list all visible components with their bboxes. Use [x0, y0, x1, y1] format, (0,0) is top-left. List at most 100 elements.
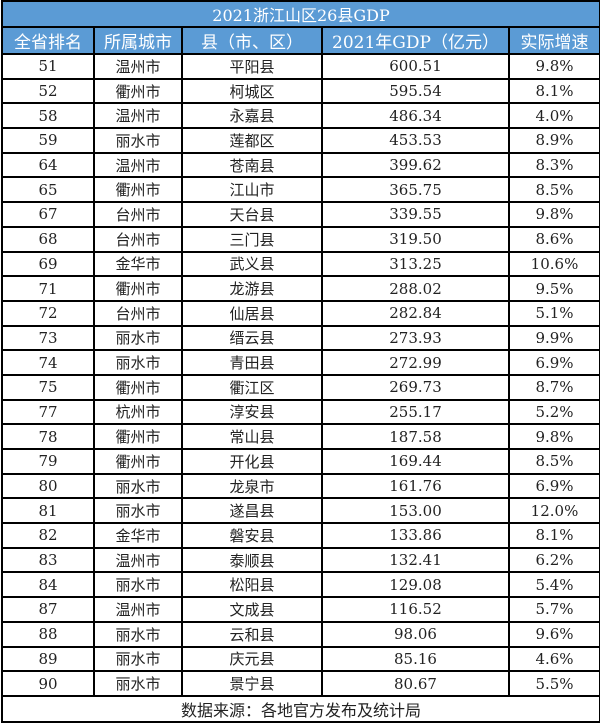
county-cell: 龙泉市: [181, 472, 323, 500]
city-cell: 衢州市: [93, 176, 183, 204]
county-cell: 江山市: [181, 176, 323, 204]
county-cell: 松阳县: [181, 571, 323, 599]
gdp-cell: 187.58: [321, 423, 510, 450]
rank-cell: 79: [1, 448, 95, 475]
table-row: 65 衢州市 江山市 365.75 8.5%: [1, 176, 600, 204]
county-cell: 开化县: [181, 448, 323, 475]
table-row: 51 温州市 平阳县 600.51 9.8%: [1, 53, 600, 80]
growth-cell: 8.1%: [507, 77, 600, 105]
county-cell: 淳安县: [181, 398, 323, 426]
rank-cell: 65: [1, 176, 95, 204]
table-row: 81 丽水市 遂昌县 153.00 12.0%: [1, 497, 600, 525]
city-cell: 丽水市: [93, 620, 183, 648]
city-cell: 衢州市: [93, 448, 183, 475]
table-row: 80 丽水市 龙泉市 161.76 6.9%: [1, 472, 600, 500]
city-cell: 台州市: [93, 225, 183, 253]
rank-cell: 52: [1, 77, 95, 105]
growth-cell: 9.8%: [507, 423, 600, 450]
growth-cell: 9.8%: [507, 53, 600, 80]
rank-cell: 67: [1, 201, 95, 228]
rank-cell: 59: [1, 127, 95, 154]
rank-cell: 51: [1, 53, 95, 80]
footer-row: 数据来源：各地官方发布及统计局: [0, 694, 600, 723]
gdp-cell: 365.75: [321, 176, 510, 204]
table-row: 87 温州市 文成县 116.52 5.7%: [1, 596, 600, 623]
city-cell: 金华市: [93, 522, 183, 549]
city-cell: 丽水市: [93, 349, 183, 376]
table-row: 77 杭州市 淳安县 255.17 5.2%: [1, 398, 600, 426]
city-cell: 杭州市: [93, 398, 183, 426]
county-cell: 衢江区: [181, 373, 323, 401]
table-row: 74 丽水市 青田县 272.99 6.9%: [1, 349, 600, 376]
gdp-cell: 339.55: [321, 201, 510, 228]
growth-cell: 6.9%: [507, 349, 600, 376]
header-county: 县（市、区）: [181, 26, 323, 55]
county-cell: 磐安县: [181, 522, 323, 549]
county-cell: 苍南县: [181, 151, 323, 179]
table-row: 52 衢州市 柯城区 595.54 8.1%: [1, 77, 600, 105]
gdp-cell: 272.99: [321, 349, 510, 376]
city-cell: 丽水市: [93, 571, 183, 599]
county-cell: 天台县: [181, 201, 323, 228]
table-row: 90 丽水市 景宁县 80.67 5.5%: [1, 670, 600, 697]
table-row: 69 金华市 武义县 313.25 10.6%: [1, 250, 600, 278]
header-gdp: 2021年GDP（亿元）: [321, 26, 510, 55]
city-cell: 衢州市: [93, 423, 183, 450]
growth-cell: 10.6%: [507, 250, 600, 278]
table-row: 71 衢州市 龙游县 288.02 9.5%: [1, 275, 600, 302]
gdp-cell: 399.62: [321, 151, 510, 179]
growth-cell: 9.9%: [507, 324, 600, 352]
city-cell: 温州市: [93, 151, 183, 179]
source-note: 数据来源：各地官方发布及统计局: [0, 694, 600, 723]
growth-cell: 8.9%: [507, 127, 600, 154]
table-row: 59 丽水市 莲都区 453.53 8.9%: [1, 127, 600, 154]
growth-cell: 5.2%: [507, 398, 600, 426]
gdp-cell: 319.50: [321, 225, 510, 253]
gdp-cell: 595.54: [321, 77, 510, 105]
city-cell: 衢州市: [93, 373, 183, 401]
county-cell: 景宁县: [181, 670, 323, 697]
growth-cell: 9.8%: [507, 201, 600, 228]
table-row: 88 丽水市 云和县 98.06 9.6%: [1, 620, 600, 648]
rank-cell: 64: [1, 151, 95, 179]
table-row: 67 台州市 天台县 339.55 9.8%: [1, 201, 600, 228]
county-cell: 文成县: [181, 596, 323, 623]
rank-cell: 80: [1, 472, 95, 500]
rank-cell: 84: [1, 571, 95, 599]
rank-cell: 78: [1, 423, 95, 450]
rank-cell: 75: [1, 373, 95, 401]
gdp-cell: 255.17: [321, 398, 510, 426]
table-row: 64 温州市 苍南县 399.62 8.3%: [1, 151, 600, 179]
gdp-cell: 313.25: [321, 250, 510, 278]
rank-cell: 90: [1, 670, 95, 697]
rank-cell: 81: [1, 497, 95, 525]
table-title-row: 2021浙江山区26县GDP: [0, 0, 600, 28]
rank-cell: 71: [1, 275, 95, 302]
gdp-cell: 600.51: [321, 53, 510, 80]
rank-cell: 88: [1, 620, 95, 648]
county-cell: 龙游县: [181, 275, 323, 302]
county-cell: 泰顺县: [181, 546, 323, 574]
gdp-cell: 273.93: [321, 324, 510, 352]
rank-cell: 89: [1, 645, 95, 673]
table-row: 84 丽水市 松阳县 129.08 5.4%: [1, 571, 600, 599]
growth-cell: 6.2%: [507, 546, 600, 574]
table-row: 58 温州市 永嘉县 486.34 4.0%: [1, 102, 600, 130]
growth-cell: 4.6%: [507, 645, 600, 673]
county-cell: 仙居县: [181, 299, 323, 327]
city-cell: 温州市: [93, 546, 183, 574]
county-cell: 庆元县: [181, 645, 323, 673]
rank-cell: 69: [1, 250, 95, 278]
growth-cell: 5.4%: [507, 571, 600, 599]
growth-cell: 9.5%: [507, 275, 600, 302]
growth-cell: 5.1%: [507, 299, 600, 327]
county-cell: 云和县: [181, 620, 323, 648]
growth-cell: 5.7%: [507, 596, 600, 623]
county-cell: 常山县: [181, 423, 323, 450]
rank-cell: 77: [1, 398, 95, 426]
county-cell: 柯城区: [181, 77, 323, 105]
county-cell: 平阳县: [181, 53, 323, 80]
rank-cell: 87: [1, 596, 95, 623]
rank-cell: 68: [1, 225, 95, 253]
